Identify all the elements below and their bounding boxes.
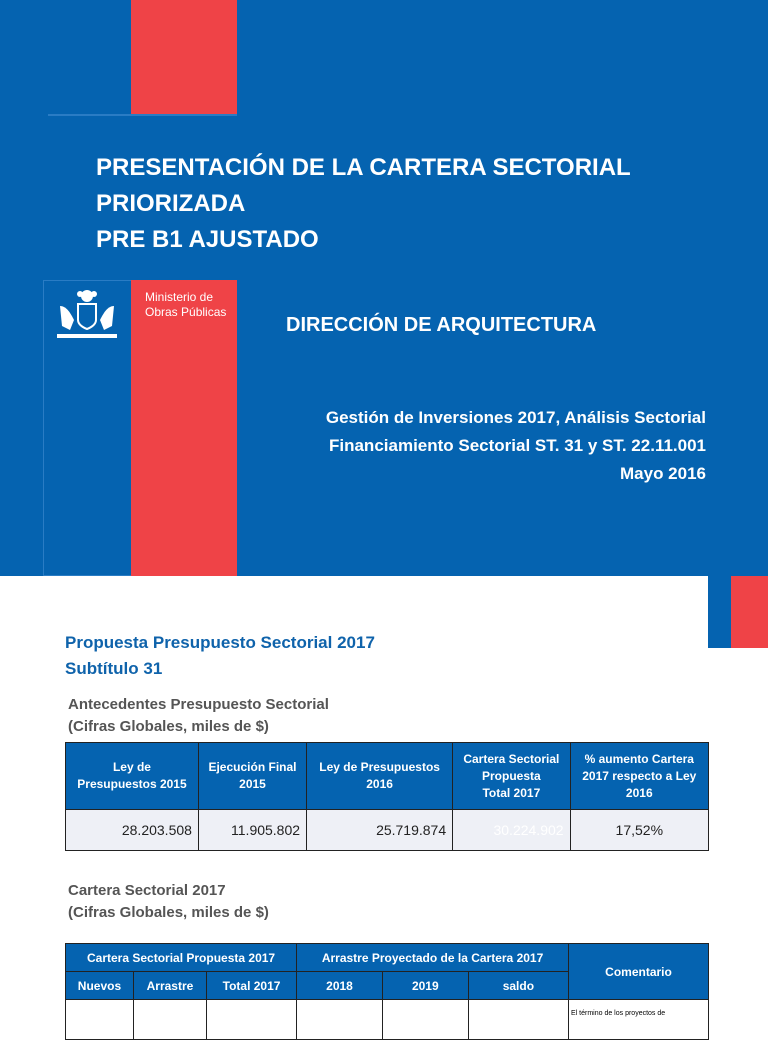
logo-box: [43, 280, 131, 576]
subtitle-line: Financiamiento Sectorial ST. 31 y ST. 22…: [328, 436, 706, 455]
ministry-line: Ministerio de: [145, 290, 214, 304]
group-header: Cartera Sectorial Propuesta 2017: [64, 943, 298, 972]
portfolio-table: Cartera Sectorial Propuesta 2017 Arrastr…: [64, 943, 709, 1040]
header-cell: 2019: [381, 971, 469, 1000]
section1-heading: Antecedentes Presupuesto Sectorial (Cifr…: [68, 694, 329, 738]
table-row: 28.203.508 11.905.802 25.719.874 30.224.…: [65, 809, 710, 851]
cell: [467, 999, 570, 1040]
table-row: El término de los proyectos de: [65, 999, 709, 1040]
section2-heading: Cartera Sectorial 2017 (Cifras Globales,…: [68, 880, 269, 924]
header-cell: Ejecución Final 2015: [197, 742, 308, 810]
group-header: Arrastre Proyectado de la Cartera 2017: [296, 943, 569, 972]
direccion-heading: DIRECCIÓN DE ARQUITECTURA: [286, 314, 597, 336]
header-cell: Arrastre: [132, 971, 208, 1000]
presentation-title: PRESENTACIÓN DE LA CARTERA SECTORIAL PRI…: [96, 150, 631, 258]
heading-line: (Cifras Globales, miles de $): [68, 718, 269, 735]
cell: [381, 999, 469, 1040]
cell: 17,52%: [569, 809, 710, 851]
header-cell: Nuevos: [65, 971, 134, 1000]
cell: [65, 999, 134, 1040]
ministry-line: Obras Públicas: [145, 305, 227, 319]
coat-of-arms-icon: [57, 290, 117, 338]
comment-header: Comentario: [568, 943, 709, 1000]
title-line: PRE B1 AJUSTADO: [96, 226, 319, 253]
title-line: Propuesta Presupuesto Sectorial 2017: [65, 633, 375, 652]
cell: [205, 999, 298, 1040]
heading-line: Antecedentes Presupuesto Sectorial: [68, 696, 329, 713]
subtitle: Gestión de Inversiones 2017, Análisis Se…: [326, 404, 706, 488]
heading-line: Cartera Sectorial 2017: [68, 882, 226, 899]
cell: 28.203.508: [65, 809, 199, 851]
heading-line: (Cifras Globales, miles de $): [68, 904, 269, 921]
cell: 11.905.802: [197, 809, 308, 851]
header-cell: 2018: [296, 971, 383, 1000]
cell: [296, 999, 383, 1040]
header-cell: Ley de Presupuestos 2016: [306, 742, 454, 810]
divider: [48, 114, 237, 116]
title-slide: Ministerio de Obras Públicas PRESENTACIÓ…: [0, 0, 768, 576]
budget-table: Ley de Presupuestos 2015 Ejecución Final 2…: [65, 742, 710, 851]
header-cell: Cartera Sectorial Propuesta Total 2017: [452, 742, 571, 810]
comment-cell: El término de los proyectos de: [568, 999, 709, 1040]
header-cell: Total 2017: [205, 971, 298, 1000]
subtitle-line: Mayo 2016: [620, 464, 706, 483]
header-cell: Ley de Presupuestos 2015: [65, 742, 199, 810]
cell: 30.224.902: [452, 809, 571, 851]
title-line: Subtítulo 31: [65, 659, 163, 678]
cell: [132, 999, 208, 1040]
header-cell: saldo: [467, 971, 570, 1000]
slide2-title: Propuesta Presupuesto Sectorial 2017 Sub…: [65, 630, 375, 682]
red-bar-top: [131, 0, 237, 115]
cell: 25.719.874: [306, 809, 454, 851]
title-line: PRIORIZADA: [96, 190, 246, 217]
ministry-name: Ministerio de Obras Públicas: [145, 290, 226, 320]
subtitle-line: Gestión de Inversiones 2017, Análisis Se…: [325, 408, 706, 427]
corner-flag-red: [731, 576, 768, 648]
red-bar-logo: [131, 280, 237, 576]
corner-flag-blue: [708, 576, 731, 648]
title-line: PRESENTACIÓN DE LA CARTERA SECTORIAL: [96, 154, 631, 181]
header-cell: % aumento Cartera 2017 respecto a Ley 2016: [569, 742, 710, 810]
